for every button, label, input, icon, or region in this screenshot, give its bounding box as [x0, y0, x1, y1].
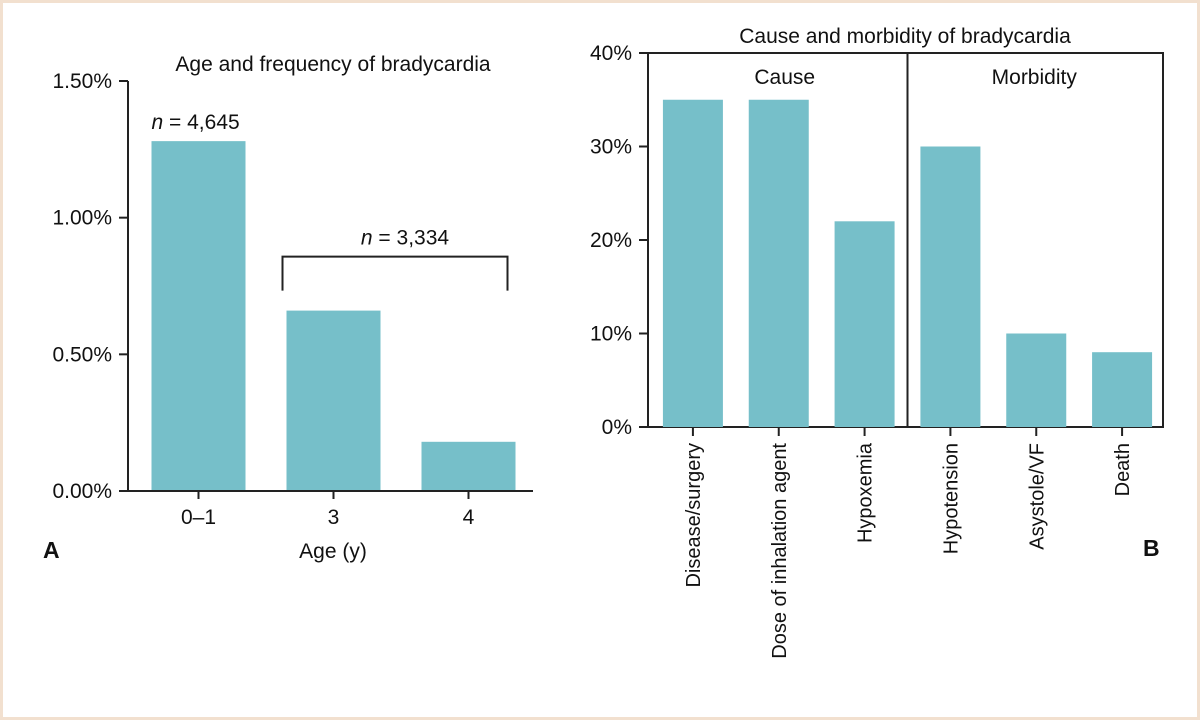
x-tick-label: 3 — [328, 506, 340, 529]
bar-dose-of-inhalation-agent — [748, 99, 809, 427]
y-tick-label: 10% — [590, 323, 632, 346]
sample-size-annotation: n = 3,334 — [361, 227, 449, 250]
figure-svg: Age and frequency of bradycardia 0.00% 0.… — [43, 25, 1164, 659]
x-tick-label: Hypoxemia — [855, 442, 877, 543]
bar-4 — [421, 441, 516, 491]
panel-b-label: B — [1143, 535, 1160, 561]
y-tick-label: 1.50% — [52, 70, 112, 93]
x-tick-label: Asystole/VF — [1026, 443, 1048, 550]
chart-b-plot-box — [647, 52, 1164, 428]
x-tick-label: Hypotension — [940, 443, 962, 554]
y-tick-label: 30% — [590, 136, 632, 159]
bar-0–1 — [151, 141, 246, 491]
x-tick-label: Dose of inhalation agent — [769, 443, 791, 659]
y-tick-label: 40% — [590, 42, 632, 65]
chart-b-title: Cause and morbidity of bradycardia — [739, 25, 1071, 48]
x-tick-label: Disease/surgery — [683, 443, 705, 588]
panel-a-label: A — [43, 537, 60, 563]
annotation-bracket — [281, 255, 509, 291]
bar-3 — [286, 310, 381, 491]
bar-hypotension — [920, 146, 981, 427]
chart-a-title: Age and frequency of bradycardia — [175, 53, 491, 76]
bar-asystole-vf — [1006, 333, 1067, 427]
panel-b: Cause and morbidity of bradycardia 0% 10%… — [590, 25, 1164, 659]
bar-death — [1092, 352, 1153, 427]
chart-a-x-label: Age (y) — [299, 540, 367, 563]
sample-size-annotation: n = 4,645 — [152, 111, 240, 134]
y-tick-label: 0.00% — [52, 480, 112, 503]
group-label: Cause — [754, 66, 815, 89]
panel-a: Age and frequency of bradycardia 0.00% 0.… — [43, 53, 533, 563]
group-label: Morbidity — [992, 66, 1078, 89]
x-tick-label: Death — [1112, 443, 1134, 496]
y-tick-label: 1.00% — [52, 207, 112, 230]
x-tick-label: 4 — [463, 506, 475, 529]
y-tick-label: 0.50% — [52, 343, 112, 366]
bar-disease-surgery — [662, 99, 723, 427]
y-tick-label: 20% — [590, 229, 632, 252]
y-tick-label: 0% — [602, 416, 632, 439]
x-tick-label: 0–1 — [181, 506, 216, 529]
bar-hypoxemia — [834, 221, 895, 427]
